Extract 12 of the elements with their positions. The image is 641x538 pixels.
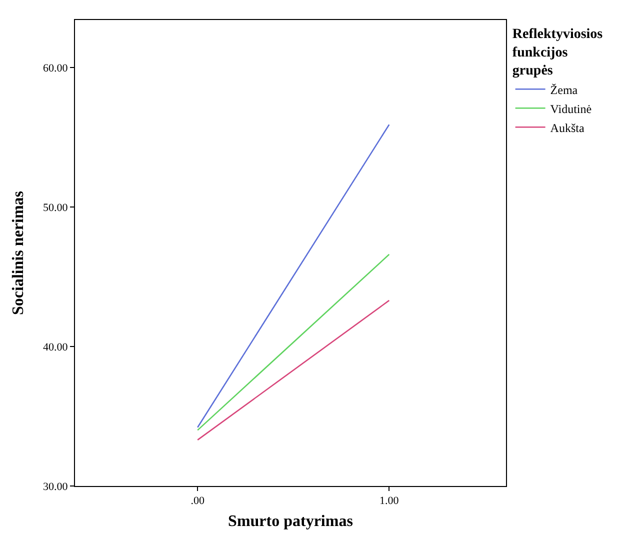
x-axis-title: Smurto patyrimas xyxy=(228,512,353,530)
legend-title: Reflektyviosios funkcijos grupės xyxy=(512,27,604,79)
legend-label: Aukšta xyxy=(550,120,585,135)
legend-label: Vidutinė xyxy=(550,102,592,116)
x-tick-label: 1.00 xyxy=(380,495,400,508)
x-tick-label: .00 xyxy=(190,495,205,508)
y-tick-label: 50.00 xyxy=(43,202,68,214)
y-tick-label: 60.00 xyxy=(43,62,68,74)
y-tick-label: 40.00 xyxy=(43,341,68,354)
y-axis-title: Socialinis nerimas xyxy=(10,190,27,316)
legend-label: Žema xyxy=(550,82,578,97)
y-tick-label: 30.00 xyxy=(43,480,68,493)
